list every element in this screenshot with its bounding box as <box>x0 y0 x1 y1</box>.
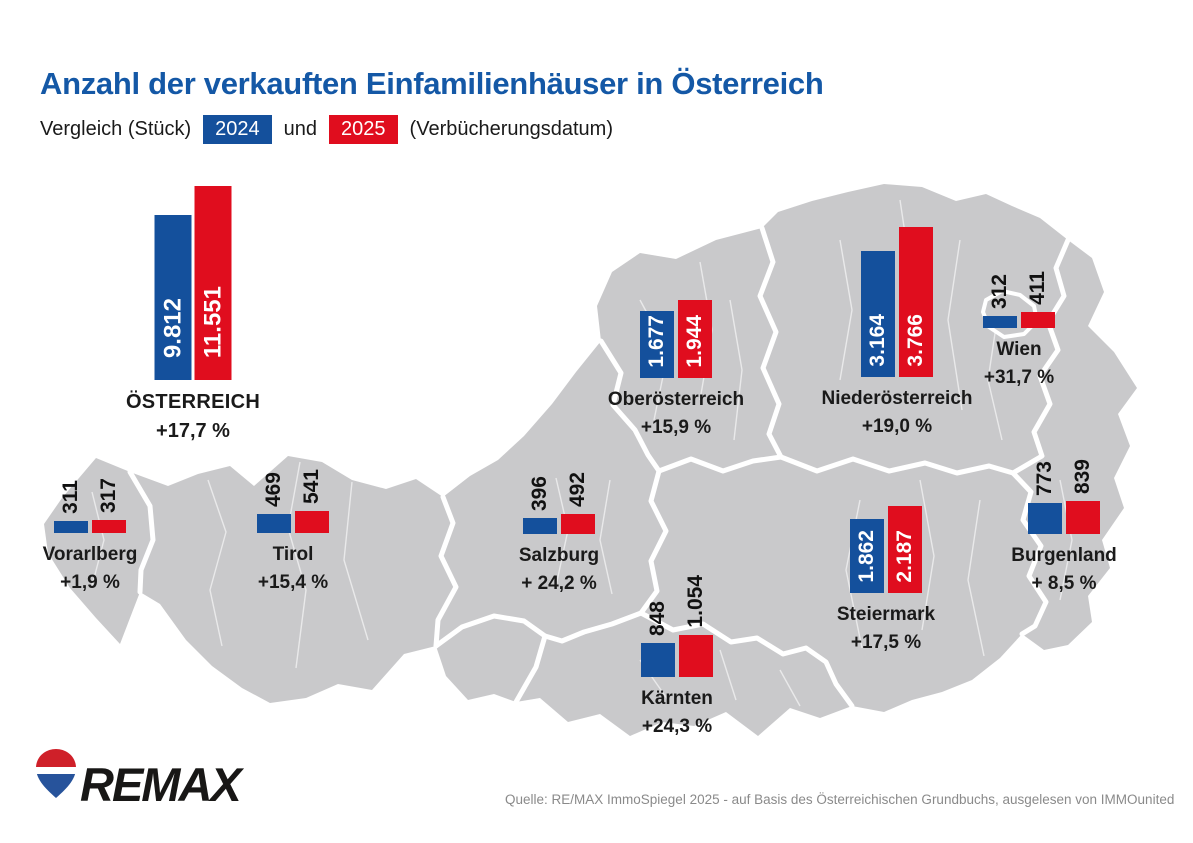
bar-2024 <box>523 518 557 534</box>
region-name-label: Kärnten <box>641 688 713 709</box>
value-2025-label: 541 <box>299 468 323 504</box>
bar-2025: 2.187 <box>888 506 922 593</box>
region-name-label: Wien <box>996 339 1042 360</box>
bar-pair: 311 317 <box>54 478 126 533</box>
region-change-label: +15,4 % <box>257 572 329 593</box>
subtitle-suffix: (Verbücherungsdatum) <box>409 118 613 140</box>
border-steiermark-kaernten <box>638 610 855 709</box>
region-name-label: ÖSTERREICH <box>125 391 261 413</box>
border-tirol-salzburg <box>433 494 459 649</box>
border-oberoesterreich-steiermark <box>656 454 784 474</box>
source-text: Quelle: RE/MAX ImmoSpiegel 2025 - auf Ba… <box>505 792 1175 807</box>
value-2024-label: 1.677 <box>644 315 668 368</box>
region-change-label: +19,0 % <box>861 416 933 437</box>
value-2025-label: 317 <box>96 477 120 513</box>
value-2024-label: 773 <box>1032 460 1056 496</box>
bar-2024: 1.677 <box>640 311 674 378</box>
border-salzburg-steiermark <box>638 468 669 616</box>
region-change-label: +15,9 % <box>640 417 712 438</box>
value-2024-label: 311 <box>58 480 82 514</box>
region-name-label: Vorarlberg <box>42 544 138 565</box>
bar-2025 <box>561 514 595 534</box>
border-oberoesterreich-niederoesterreich <box>757 225 784 460</box>
region-change-label: + 24,2 % <box>521 573 597 594</box>
bar-pair: 3.164 3.766 <box>861 227 933 377</box>
year-2025-badge: 2025 <box>329 115 398 144</box>
bar-2024: 9.812 <box>154 215 192 380</box>
bar-2025: 11.551 <box>194 186 232 380</box>
border-osttirol <box>433 613 548 705</box>
bar-pair: 312 411 <box>983 271 1055 328</box>
region-change-label: +17,5 % <box>850 632 922 653</box>
value-2024-label: 848 <box>645 600 669 636</box>
bar-2024 <box>1028 503 1062 534</box>
remax-wordmark: REMAX <box>80 758 244 810</box>
bar-2024 <box>641 643 675 677</box>
value-2024-label: 1.862 <box>854 530 878 583</box>
region-change-label: +17,7 % <box>156 420 230 442</box>
bar-2025 <box>1066 501 1100 534</box>
value-2025-label: 11.551 <box>199 285 227 358</box>
value-2024-label: 312 <box>987 273 1011 309</box>
subtitle-prefix: Vergleich (Stück) <box>40 118 192 140</box>
page-title: Anzahl der verkauften Einfamilienhäuser … <box>40 66 824 101</box>
value-2025-label: 1.944 <box>682 315 706 368</box>
value-2025-label: 839 <box>1070 458 1094 494</box>
border-niederoesterreich-burgenland <box>1010 237 1071 476</box>
bar-pair: 469 541 <box>257 469 329 533</box>
bar-2025 <box>679 635 713 677</box>
value-2025-label: 492 <box>565 471 589 507</box>
bar-2025 <box>1021 312 1055 328</box>
region-change-label: +31,7 % <box>983 367 1055 388</box>
bar-2024 <box>54 521 88 533</box>
bar-pair: 1.677 1.944 <box>640 300 712 378</box>
bar-2025: 1.944 <box>678 300 712 378</box>
year-2024-badge: 2024 <box>203 115 272 144</box>
bar-2024: 3.164 <box>861 251 895 377</box>
region-change-label: +24,3 % <box>641 716 713 737</box>
bar-2024: 1.862 <box>850 519 884 593</box>
bar-2025 <box>92 520 126 533</box>
bar-2024 <box>257 514 291 533</box>
bar-2025: 3.766 <box>899 227 933 377</box>
bar-pair: 848 1.054 <box>641 575 713 677</box>
bar-2024 <box>983 316 1017 328</box>
region-name-label: Niederösterreich <box>821 388 973 409</box>
subtitle-conjunction: und <box>283 118 318 140</box>
border-niederoesterreich-steiermark <box>778 454 1016 476</box>
subtitle: Vergleich (Stück) 2024 und 2025 (Verbüch… <box>40 115 613 144</box>
border-vorarlberg-tirol <box>127 469 156 595</box>
region-change-label: + 8,5 % <box>1031 573 1097 594</box>
border-salzburg-kaernten <box>542 610 644 644</box>
bar-pair: 396 492 <box>523 472 595 534</box>
border-steiermark-burgenland <box>1010 470 1049 637</box>
value-2025-label: 411 <box>1025 271 1049 305</box>
bar-pair: 9.812 11.551 <box>154 186 232 380</box>
remax-balloon-icon <box>36 749 76 798</box>
region-change-label: +1,9 % <box>60 572 120 593</box>
value-2025-label: 1.054 <box>683 575 707 628</box>
remax-logo-svg: REMAX <box>36 749 246 811</box>
bar-pair: 773 839 <box>1028 459 1100 534</box>
value-2025-label: 2.187 <box>892 530 916 583</box>
region-name-label: Salzburg <box>518 545 600 566</box>
bar-pair: 1.862 2.187 <box>850 506 922 593</box>
border-salzburg-oberoesterreich <box>598 338 662 474</box>
bar-2025 <box>295 511 329 533</box>
region-name-label: Burgenland <box>1011 545 1117 566</box>
region-name-label: Oberösterreich <box>607 389 745 410</box>
region-name-label: Tirol <box>272 544 314 565</box>
value-2024-label: 469 <box>261 471 285 507</box>
value-2024-label: 9.812 <box>159 297 187 358</box>
value-2024-label: 3.164 <box>865 314 889 367</box>
remax-logo: REMAX <box>30 748 246 815</box>
region-name-label: Steiermark <box>836 604 936 625</box>
value-2024-label: 396 <box>527 475 551 511</box>
value-2025-label: 3.766 <box>903 314 927 367</box>
